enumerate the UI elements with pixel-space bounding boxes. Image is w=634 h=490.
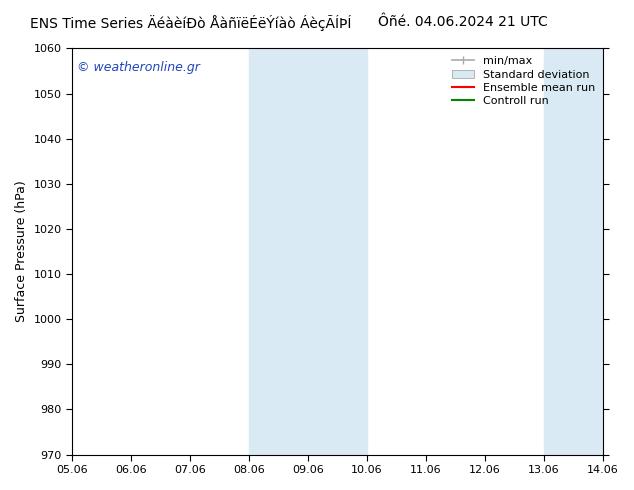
Legend: min/max, Standard deviation, Ensemble mean run, Controll run: min/max, Standard deviation, Ensemble me…: [448, 52, 600, 111]
Text: ENS Time Series ÄéàèíÐò ÅàñïëÉëÝíàò ÁèçÃÍÞÍ: ENS Time Series ÄéàèíÐò ÅàñïëÉëÝíàò ÁèçÃ…: [30, 15, 351, 31]
Text: © weatheronline.gr: © weatheronline.gr: [77, 61, 200, 74]
Bar: [544, 49, 603, 455]
Text: Ôñé. 04.06.2024 21 UTC: Ôñé. 04.06.2024 21 UTC: [378, 15, 548, 29]
Bar: [249, 49, 367, 455]
Y-axis label: Surface Pressure (hPa): Surface Pressure (hPa): [15, 181, 28, 322]
